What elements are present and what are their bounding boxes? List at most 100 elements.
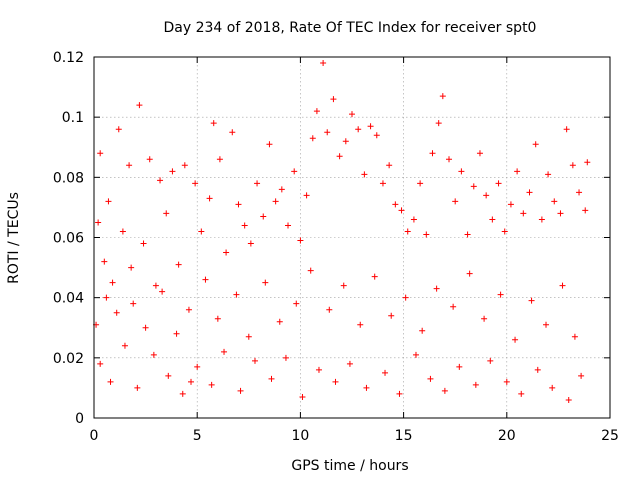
data-point [188,378,195,385]
data-point [417,180,424,187]
data-point [324,129,331,136]
data-point [330,96,337,103]
data-point [115,126,122,133]
data-point [382,369,389,376]
data-point [202,276,209,283]
data-point [342,138,349,145]
y-axis-label: ROTI / TECUs [6,192,22,284]
data-point [142,324,149,331]
data-point [357,321,364,328]
data-point [247,240,254,247]
data-point [103,294,110,301]
data-point [105,198,112,205]
data-point [563,126,570,133]
data-point [396,390,403,397]
data-point [410,216,417,223]
data-point [435,120,442,127]
data-point [194,363,201,370]
data-point [571,333,578,340]
data-point [503,378,510,385]
data-point [262,279,269,286]
data-point [464,231,471,238]
data-point [130,300,137,307]
data-point [282,354,289,361]
y-tick-label: 0.1 [62,110,84,126]
data-point [423,231,430,238]
x-tick-label: 20 [498,428,516,444]
data-point [216,156,223,163]
data-point [429,150,436,157]
data-point [392,201,399,208]
data-point [518,390,525,397]
data-point [398,207,405,214]
data-point [208,381,215,388]
data-point [532,141,539,148]
data-point [450,303,457,310]
data-point [569,162,576,169]
data-point [165,372,172,379]
data-point [456,363,463,370]
data-point [293,300,300,307]
data-point [140,240,147,247]
data-point [538,216,545,223]
data-point [266,141,273,148]
data-point [315,366,322,373]
data-point [412,351,419,358]
data-point [446,156,453,163]
data-point [150,351,157,358]
data-point [173,330,180,337]
data-point [206,195,213,202]
data-point [285,222,292,229]
y-tick-label: 0.04 [53,291,84,307]
x-tick-label: 15 [395,428,413,444]
y-tick-label: 0.12 [53,50,84,66]
x-tick-label: 10 [291,428,309,444]
axis-ticks [93,56,611,419]
data-point [557,210,564,217]
data-point [495,180,502,187]
data-point [109,279,116,286]
x-axis-label: GPS time / hours [291,458,408,474]
data-point [576,189,583,196]
data-point [210,120,217,127]
data-point [402,294,409,301]
y-tick-label: 0.08 [53,170,84,186]
data-point [427,375,434,382]
data-point [229,129,236,136]
data-point [101,258,108,265]
data-point [559,282,566,289]
data-point [497,291,504,298]
data-point [198,228,205,235]
data-point [346,360,353,367]
y-tick-label: 0.06 [53,231,84,247]
data-point [233,291,240,298]
data-point [466,270,473,277]
data-point [309,135,316,142]
data-point [179,390,186,397]
data-point [136,102,143,109]
data-point [291,168,298,175]
data-point [152,282,159,289]
tick-labels: 0 5 10 15 20 25 0 0.02 0.04 0.06 0.08 0.1 0.12 [53,50,619,444]
data-point [297,237,304,244]
data-point [107,378,114,385]
data-point [303,192,310,199]
data-point [355,126,362,133]
data-point [584,159,591,166]
data-point [276,318,283,325]
data-point [332,378,339,385]
data-point [472,381,479,388]
data-point [181,162,188,169]
data-point [214,315,221,322]
data-point [361,171,368,178]
data-point [483,192,490,199]
data-point [528,297,535,304]
data-point [514,168,521,175]
data-point [245,333,252,340]
data-point [526,189,533,196]
chart-title: Day 234 of 2018, Rate Of TEC Index for r… [164,20,537,36]
data-point [221,348,228,355]
data-point [578,372,585,379]
data-point [520,210,527,217]
